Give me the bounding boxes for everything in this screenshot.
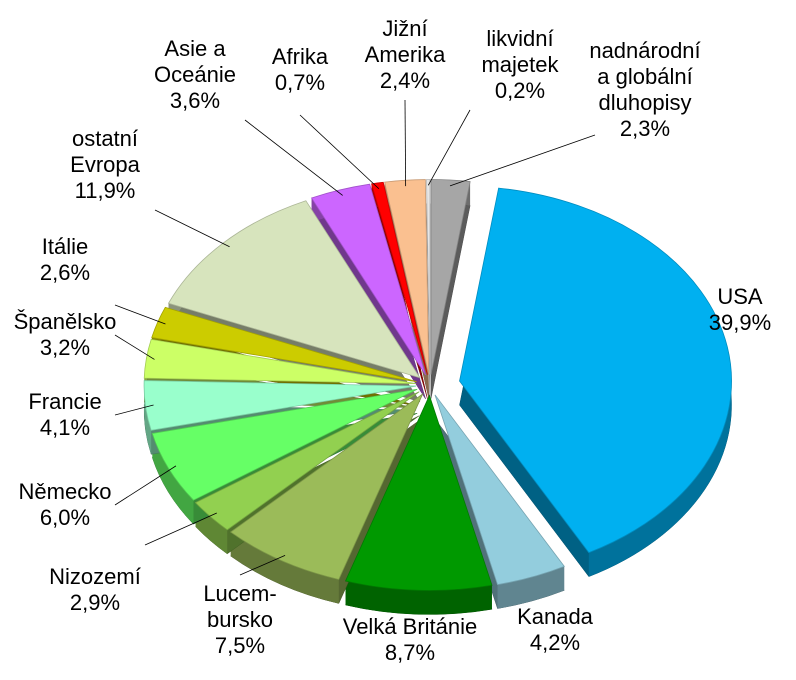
- slice-rim: [230, 532, 339, 604]
- value-label: 4,2%: [529, 630, 581, 655]
- category-label: Velká Británie: [342, 614, 478, 639]
- slice-label: Itálie 2,6%: [40, 234, 90, 286]
- slice: [151, 306, 417, 383]
- value-label: 2,6%: [39, 260, 91, 285]
- category-label: USA: [717, 284, 763, 309]
- value-label: 11,9%: [74, 178, 136, 203]
- slice-rim: [144, 380, 152, 455]
- leader-line: [114, 334, 155, 360]
- leader-line: [154, 209, 230, 248]
- value-label: 8,7%: [384, 640, 436, 665]
- slice-label: Španělsko 3,2%: [14, 309, 117, 361]
- slice-label: Francie 4,1%: [28, 389, 101, 441]
- leader-line: [427, 109, 471, 186]
- leader-line: [449, 134, 596, 187]
- slice: [371, 181, 428, 375]
- slice-label: Jižní Amerika 2,4%: [365, 16, 446, 94]
- slice-label: Lucem- bursko 7,5%: [203, 581, 276, 659]
- category-label: Německo: [18, 479, 112, 504]
- leader-line: [114, 304, 166, 325]
- slice-label: Afrika 0,7%: [272, 44, 328, 96]
- value-label: 3,2%: [39, 335, 91, 360]
- leader-line: [114, 404, 154, 416]
- slice: [344, 394, 493, 591]
- value-label: 2,9%: [69, 590, 121, 615]
- category-label: Lucem- bursko: [203, 581, 277, 632]
- value-label: 2,4%: [379, 68, 431, 93]
- leader-line: [404, 99, 407, 187]
- slice: [151, 388, 418, 501]
- slice: [310, 183, 426, 376]
- slice: [194, 391, 420, 531]
- leader-line: [114, 465, 177, 506]
- leader-line: [144, 512, 217, 546]
- value-label: 3,6%: [169, 88, 221, 113]
- category-label: Itálie: [41, 234, 89, 259]
- slice: [459, 187, 732, 554]
- slice-label: ostatní Evropa 11,9%: [70, 126, 140, 204]
- leader-lines: [114, 99, 596, 576]
- category-label: Jižní Amerika: [364, 16, 446, 67]
- value-label: 2,3%: [619, 116, 671, 141]
- value-label: 7,5%: [214, 633, 266, 658]
- category-label: Francie: [28, 389, 102, 414]
- value-label: 0,2%: [494, 78, 546, 103]
- slice-label: likvidní majetek 0,2%: [481, 26, 558, 104]
- slice: [434, 394, 565, 586]
- slice: [167, 200, 421, 379]
- value-label: 39,9%: [708, 310, 772, 335]
- slice-label: Velká Británie 8,7%: [343, 614, 478, 666]
- category-label: Afrika: [271, 44, 329, 69]
- slice: [426, 179, 431, 375]
- category-label: nadnárodní a globální dluhopisy: [589, 38, 701, 115]
- slice: [143, 380, 417, 431]
- slice-label: Asie a Oceánie 3,6%: [154, 36, 236, 114]
- value-label: 0,7%: [274, 70, 326, 95]
- slice-label: Kanada 4,2%: [517, 604, 593, 656]
- category-label: Nizozemí: [49, 564, 141, 589]
- category-label: Asie a Oceánie: [154, 36, 236, 87]
- category-label: Španělsko: [13, 309, 117, 334]
- slice: [229, 392, 424, 580]
- slice-rim: [345, 580, 492, 615]
- value-label: 4,1%: [39, 415, 91, 440]
- slice-label: USA 39,9%: [709, 284, 771, 336]
- slice-tops: [143, 179, 732, 591]
- slice-label: nadnárodní a globální dluhopisy 2,3%: [589, 38, 700, 142]
- category-label: Kanada: [517, 604, 593, 629]
- slice-label: Nizozemí 2,9%: [49, 564, 141, 616]
- leader-line: [299, 114, 380, 190]
- category-label: likvidní majetek: [481, 26, 559, 77]
- leader-line: [244, 119, 343, 196]
- slice-label: Německo 6,0%: [19, 479, 112, 531]
- slice-rim: [497, 566, 565, 609]
- leader-line: [239, 554, 286, 576]
- slice: [430, 179, 471, 375]
- category-label: ostatní Evropa: [70, 126, 140, 177]
- slice: [384, 179, 430, 375]
- slice-rim: [152, 433, 194, 525]
- slice: [143, 338, 417, 385]
- value-label: 6,0%: [39, 505, 91, 530]
